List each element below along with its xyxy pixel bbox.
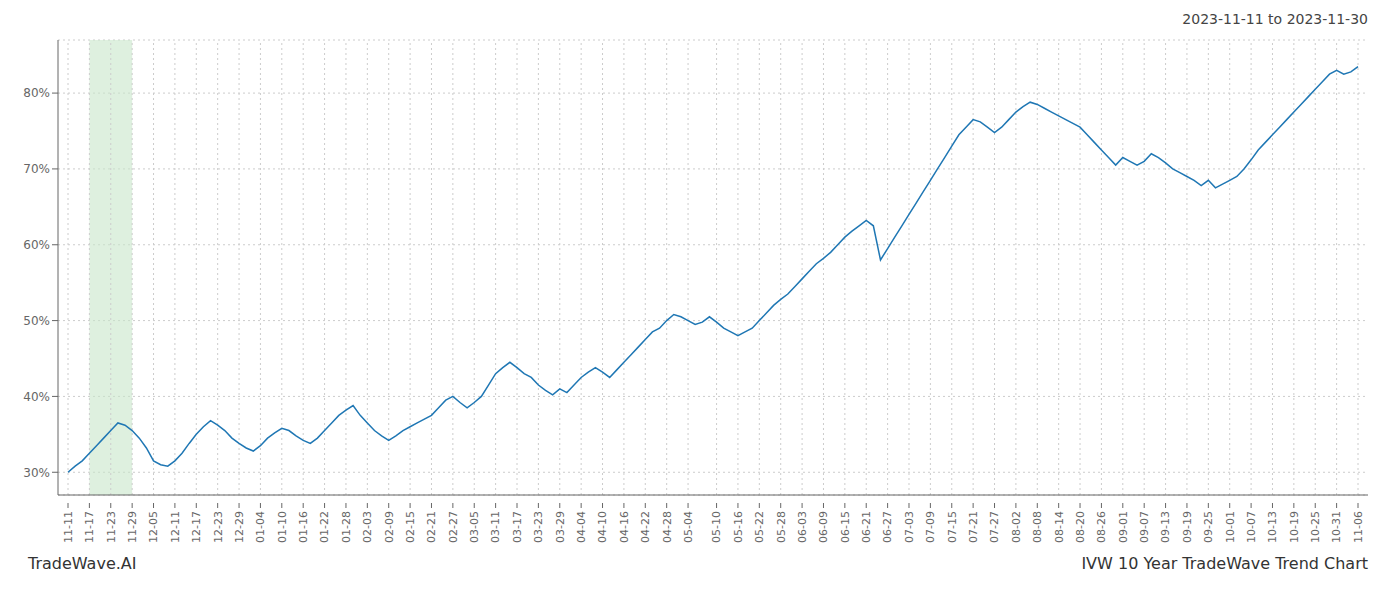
- svg-text:01-10: 01-10: [276, 511, 289, 543]
- svg-text:06-15: 06-15: [839, 511, 852, 543]
- svg-text:02-09: 02-09: [383, 511, 396, 543]
- svg-text:30%: 30%: [23, 466, 50, 480]
- svg-text:08-20: 08-20: [1074, 511, 1087, 543]
- svg-text:07-09: 07-09: [924, 511, 937, 543]
- svg-text:03-17: 03-17: [511, 511, 524, 543]
- svg-text:03-05: 03-05: [468, 511, 481, 543]
- svg-text:06-21: 06-21: [860, 511, 873, 543]
- svg-text:03-23: 03-23: [532, 511, 545, 543]
- svg-text:11-23: 11-23: [105, 511, 118, 543]
- svg-text:09-25: 09-25: [1202, 511, 1215, 543]
- html-text:TradeWave.AI: TradeWave.AI: [28, 554, 137, 573]
- svg-text:12-17: 12-17: [190, 511, 203, 543]
- svg-text:05-16: 05-16: [732, 511, 745, 543]
- svg-text:04-28: 04-28: [661, 511, 674, 543]
- svg-text:02-15: 02-15: [404, 511, 417, 543]
- svg-text:05-04: 05-04: [682, 511, 695, 543]
- svg-text:02-27: 02-27: [447, 511, 460, 543]
- svg-text:12-11: 12-11: [169, 511, 182, 543]
- svg-text:11-29: 11-29: [126, 511, 139, 543]
- svg-text:70%: 70%: [23, 162, 50, 176]
- svg-text:05-28: 05-28: [775, 511, 788, 543]
- svg-text:04-10: 04-10: [596, 511, 609, 543]
- svg-text:12-29: 12-29: [233, 511, 246, 543]
- svg-text:11-11: 11-11: [62, 511, 75, 543]
- svg-text:11-17: 11-17: [83, 511, 96, 543]
- svg-text:09-13: 09-13: [1159, 511, 1172, 543]
- svg-text:01-16: 01-16: [297, 511, 310, 543]
- svg-text:10-07: 10-07: [1245, 511, 1258, 543]
- svg-text:40%: 40%: [23, 390, 50, 404]
- svg-text:01-28: 01-28: [340, 511, 353, 543]
- svg-text:01-04: 01-04: [254, 511, 267, 543]
- svg-text:04-04: 04-04: [575, 511, 588, 543]
- svg-text:08-02: 08-02: [1010, 511, 1023, 543]
- svg-text:12-05: 12-05: [147, 511, 160, 543]
- svg-text:10-01: 10-01: [1224, 511, 1237, 543]
- svg-text:04-22: 04-22: [639, 511, 652, 543]
- svg-text:02-21: 02-21: [425, 511, 438, 543]
- svg-text:09-01: 09-01: [1117, 511, 1130, 543]
- html-text:2023-11-11 to 2023-11-30: 2023-11-11 to 2023-11-30: [1182, 11, 1368, 27]
- svg-text:07-27: 07-27: [988, 511, 1001, 543]
- svg-text:05-22: 05-22: [753, 511, 766, 543]
- svg-text:09-19: 09-19: [1181, 511, 1194, 543]
- svg-text:08-14: 08-14: [1053, 511, 1066, 543]
- svg-text:06-09: 06-09: [817, 511, 830, 543]
- svg-text:10-25: 10-25: [1309, 511, 1322, 543]
- svg-text:10-31: 10-31: [1330, 511, 1343, 543]
- svg-text:03-11: 03-11: [489, 511, 502, 543]
- svg-text:60%: 60%: [23, 238, 50, 252]
- svg-text:10-13: 10-13: [1266, 511, 1279, 543]
- svg-text:12-23: 12-23: [212, 511, 225, 543]
- svg-text:06-03: 06-03: [796, 511, 809, 543]
- svg-text:09-07: 09-07: [1138, 511, 1151, 543]
- svg-text:03-29: 03-29: [554, 511, 567, 543]
- svg-text:02-03: 02-03: [361, 511, 374, 543]
- svg-text:10-19: 10-19: [1288, 511, 1301, 543]
- html-text:IVW 10 Year TradeWave Trend Ch: IVW 10 Year TradeWave Trend Chart: [1081, 554, 1368, 573]
- svg-text:05-10: 05-10: [710, 511, 723, 543]
- svg-text:08-08: 08-08: [1031, 511, 1044, 543]
- svg-text:06-27: 06-27: [881, 511, 894, 543]
- svg-text:07-21: 07-21: [967, 511, 980, 543]
- svg-text:11-06: 11-06: [1352, 511, 1365, 543]
- svg-text:01-22: 01-22: [318, 511, 331, 543]
- svg-text:50%: 50%: [23, 314, 50, 328]
- svg-text:04-16: 04-16: [618, 511, 631, 543]
- svg-text:08-26: 08-26: [1095, 511, 1108, 543]
- svg-text:80%: 80%: [23, 86, 50, 100]
- svg-text:07-03: 07-03: [903, 511, 916, 543]
- svg-text:07-15: 07-15: [946, 511, 959, 543]
